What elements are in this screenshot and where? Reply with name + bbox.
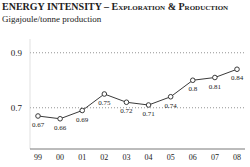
chart-root: ENERGY INTENSITY – Exploration & Product… xyxy=(0,0,250,167)
y-tick-label: 0.9 xyxy=(11,48,23,58)
grid-line xyxy=(30,107,245,108)
grid-line xyxy=(30,52,245,53)
subtitle: Gigajoule/tonne production xyxy=(2,14,102,24)
data-point xyxy=(124,100,129,105)
data-label: 0.74 xyxy=(165,102,178,110)
data-point xyxy=(213,75,218,80)
y-axis-line xyxy=(30,39,31,149)
title: ENERGY INTENSITY – Exploration & Product… xyxy=(2,1,228,12)
data-point xyxy=(58,116,63,121)
chart-svg: ENERGY INTENSITY – Exploration & Product… xyxy=(0,0,250,167)
data-label: 0.81 xyxy=(209,83,222,91)
data-label: 0.84 xyxy=(231,74,244,82)
data-point xyxy=(190,78,195,83)
data-label: 0.71 xyxy=(142,110,155,118)
x-tick-label: 08 xyxy=(233,153,241,162)
data-point xyxy=(80,108,85,113)
x-tick-label: 04 xyxy=(145,153,153,162)
plot-area xyxy=(36,67,240,121)
x-axis-line xyxy=(30,149,245,150)
data-point xyxy=(168,94,173,99)
data-label: 0.75 xyxy=(98,99,111,107)
data-point xyxy=(146,103,151,108)
x-tick-label: 06 xyxy=(189,153,197,162)
x-tick-label: 03 xyxy=(122,153,130,162)
data-label: 0.66 xyxy=(54,124,67,132)
data-label: 0.67 xyxy=(32,121,45,129)
x-tick-label: 99 xyxy=(34,153,42,162)
x-tick-label: 02 xyxy=(100,153,108,162)
x-tick-label: 01 xyxy=(78,153,86,162)
y-tick-label: 0.7 xyxy=(11,103,23,113)
data-point xyxy=(235,67,240,72)
x-tick-label: 05 xyxy=(167,153,175,162)
x-tick-label: 00 xyxy=(56,153,64,162)
data-point xyxy=(36,114,41,119)
data-label: 0.8 xyxy=(188,85,197,93)
data-label: 0.72 xyxy=(120,107,133,115)
x-tick-label: 07 xyxy=(211,153,219,162)
data-line xyxy=(38,69,237,119)
data-label: 0.69 xyxy=(76,116,89,124)
data-point xyxy=(102,92,107,97)
